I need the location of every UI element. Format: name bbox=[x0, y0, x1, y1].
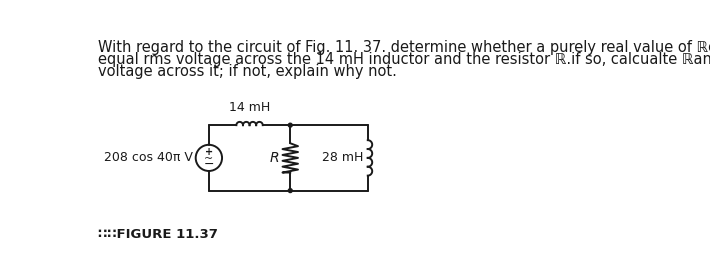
Text: 14 mH: 14 mH bbox=[229, 101, 271, 114]
Text: equal rms voltage across the 14 mH inductor and the resistor ℝ.if so, calcualte : equal rms voltage across the 14 mH induc… bbox=[98, 52, 710, 67]
Text: ~: ~ bbox=[204, 154, 214, 164]
Text: voltage across it; if not, explain why not.: voltage across it; if not, explain why n… bbox=[98, 64, 397, 79]
Text: 208 cos 40π V: 208 cos 40π V bbox=[104, 152, 192, 164]
Text: 28 mH: 28 mH bbox=[322, 152, 363, 164]
Text: R: R bbox=[270, 151, 280, 165]
Circle shape bbox=[288, 189, 293, 192]
Text: +: + bbox=[204, 147, 213, 158]
Text: −: − bbox=[204, 158, 214, 171]
Text: With regard to the circuit of Fig. 11. 37. determine whether a purely real value: With regard to the circuit of Fig. 11. 3… bbox=[98, 40, 710, 55]
Text: ∷∷FIGURE 11.37: ∷∷FIGURE 11.37 bbox=[98, 228, 218, 241]
Circle shape bbox=[288, 123, 293, 127]
